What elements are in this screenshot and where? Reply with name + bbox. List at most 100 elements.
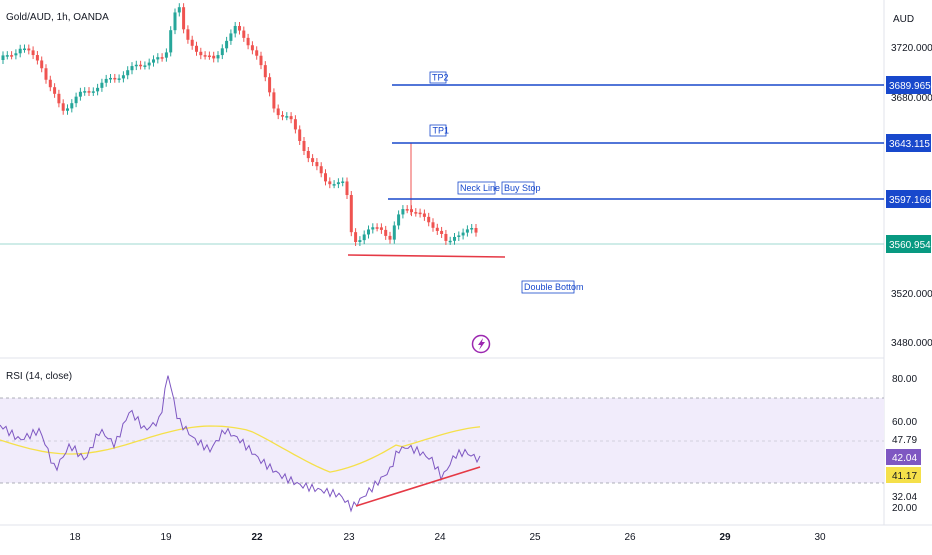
candle-body — [367, 229, 370, 235]
candle-body — [397, 214, 401, 226]
rsi-value-badge: 42.04 — [892, 453, 917, 464]
candle-body — [435, 227, 439, 231]
rsi-level-label: 32.04 — [892, 492, 917, 503]
tp1-price-badge: 3643.115 — [889, 139, 930, 150]
currency-label[interactable]: AUD — [893, 14, 914, 25]
candle-body — [57, 93, 61, 104]
candle-body — [401, 209, 405, 215]
symbol-title[interactable]: Gold/AUD, 1h, OANDA — [6, 12, 109, 23]
candle-body — [315, 162, 319, 167]
candle-body — [23, 48, 26, 51]
candle-body — [414, 212, 418, 214]
candle-body — [306, 150, 310, 159]
candle-body — [61, 103, 65, 111]
candle-body — [358, 240, 362, 243]
candle-body — [143, 65, 147, 67]
candle-body — [263, 65, 267, 78]
candle-body — [31, 50, 35, 56]
rsi-ma-line — [0, 425, 481, 473]
rsi-divergence-line[interactable] — [355, 466, 481, 507]
y-tick-label: 3520.000 — [891, 289, 932, 300]
candle-body — [289, 116, 293, 120]
candle-body — [285, 116, 289, 118]
x-tick-label: 22 — [251, 532, 263, 543]
candle-body — [276, 108, 280, 116]
candle-body — [255, 50, 259, 56]
candle-body — [422, 213, 426, 217]
candle-body — [1, 55, 5, 60]
candle-body — [27, 48, 31, 51]
x-tick-label: 26 — [624, 532, 636, 543]
candle-body — [18, 48, 22, 54]
candle-body — [35, 55, 39, 61]
candle-body — [319, 166, 323, 174]
candle-body — [160, 57, 164, 59]
candle-body — [246, 37, 250, 46]
support-line[interactable] — [347, 254, 506, 258]
neckline-price-badge: 3597.166 — [889, 195, 931, 206]
rsi-tick-label: 60.00 — [892, 417, 917, 428]
candle-body — [53, 87, 57, 94]
candle-body — [354, 232, 358, 243]
candle-body — [207, 55, 211, 58]
y-tick-label: 3480.000 — [891, 338, 932, 349]
candle-body — [91, 91, 95, 93]
candle-body — [66, 108, 69, 111]
candle-body — [392, 225, 396, 240]
candle-body — [109, 77, 112, 80]
rsi-band — [0, 398, 884, 483]
candle-body — [156, 57, 160, 60]
y-tick-label: 3720.000 — [891, 43, 932, 54]
candle-body — [371, 227, 375, 230]
candle-body — [147, 62, 151, 66]
candle-body — [87, 91, 91, 93]
tp2-price-badge: 3689.965 — [889, 81, 931, 92]
lightning-icon[interactable] — [471, 334, 491, 354]
candle-body — [375, 227, 379, 229]
rsi-line — [0, 375, 481, 513]
buy-stop-label: Buy Stop — [504, 183, 541, 193]
rsi-tick-label: 80.00 — [892, 374, 917, 385]
candles — [1, 3, 478, 247]
candle-body — [173, 12, 177, 31]
x-tick-label: 29 — [719, 532, 731, 543]
candle-body — [461, 232, 465, 236]
rsi-tick-label: 20.00 — [892, 503, 917, 514]
candle-body — [345, 181, 349, 196]
candle-body — [220, 48, 224, 56]
candle-body — [113, 77, 117, 80]
candle-body — [78, 91, 82, 97]
candle-body — [40, 60, 44, 69]
rsi-level-label: 47.79 — [892, 435, 917, 446]
candle-body — [474, 228, 478, 233]
double-bottom-label: Double Bottom — [524, 282, 584, 292]
candle-body — [104, 78, 108, 83]
candle-body — [48, 79, 52, 88]
candle-body — [427, 216, 431, 223]
candle-body — [70, 103, 74, 109]
candle-body — [117, 78, 121, 80]
y-tick-label: 3680.000 — [891, 93, 932, 104]
tp2-label: TP2 — [432, 73, 449, 83]
candle-body — [268, 77, 272, 93]
rsi-title[interactable]: RSI (14, close) — [6, 371, 72, 382]
candle-body — [164, 52, 168, 58]
tp1-label: TP1 — [433, 126, 450, 136]
candle-body — [10, 55, 14, 57]
candle-body — [238, 25, 241, 31]
candle-body — [229, 33, 233, 41]
candle-body — [293, 119, 297, 130]
candle-body — [225, 40, 229, 49]
candle-body — [250, 45, 254, 51]
x-tick-label: 25 — [529, 532, 541, 543]
candle-body — [199, 51, 203, 56]
neckline-label: Neck Line — [460, 183, 500, 193]
current-price-badge: 3560.954 — [889, 240, 931, 251]
candle-body — [152, 59, 155, 63]
candle-body — [259, 55, 263, 66]
candle-body — [388, 235, 392, 240]
candle-body — [349, 195, 353, 233]
candle-body — [453, 236, 456, 241]
